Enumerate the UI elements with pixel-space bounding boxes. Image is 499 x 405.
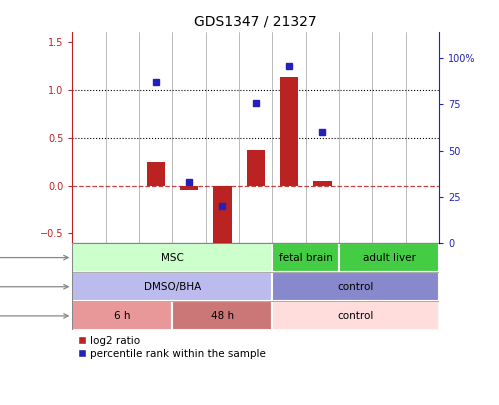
Text: 6 h: 6 h <box>114 311 131 321</box>
Bar <box>72 243 272 272</box>
Bar <box>72 272 272 301</box>
Bar <box>247 150 265 185</box>
Text: adult liver: adult liver <box>363 253 416 262</box>
Text: agent: agent <box>0 282 68 292</box>
Bar <box>280 77 298 185</box>
Text: control: control <box>338 282 374 292</box>
Legend: log2 ratio, percentile rank within the sample: log2 ratio, percentile rank within the s… <box>77 336 266 359</box>
Text: MSC: MSC <box>161 253 184 262</box>
Bar <box>272 301 439 330</box>
Text: control: control <box>338 311 374 321</box>
Title: GDS1347 / 21327: GDS1347 / 21327 <box>195 15 317 28</box>
Text: time: time <box>0 311 68 321</box>
Bar <box>272 272 439 301</box>
Bar <box>72 301 172 330</box>
Bar <box>213 185 232 243</box>
Bar <box>313 181 332 185</box>
Bar <box>172 301 272 330</box>
Bar <box>272 243 339 272</box>
Bar <box>339 243 439 272</box>
Text: fetal brain: fetal brain <box>279 253 333 262</box>
Bar <box>147 162 165 185</box>
Bar <box>180 185 198 190</box>
Text: DMSO/BHA: DMSO/BHA <box>144 282 201 292</box>
Text: cell type: cell type <box>0 253 68 262</box>
Text: 48 h: 48 h <box>211 311 234 321</box>
